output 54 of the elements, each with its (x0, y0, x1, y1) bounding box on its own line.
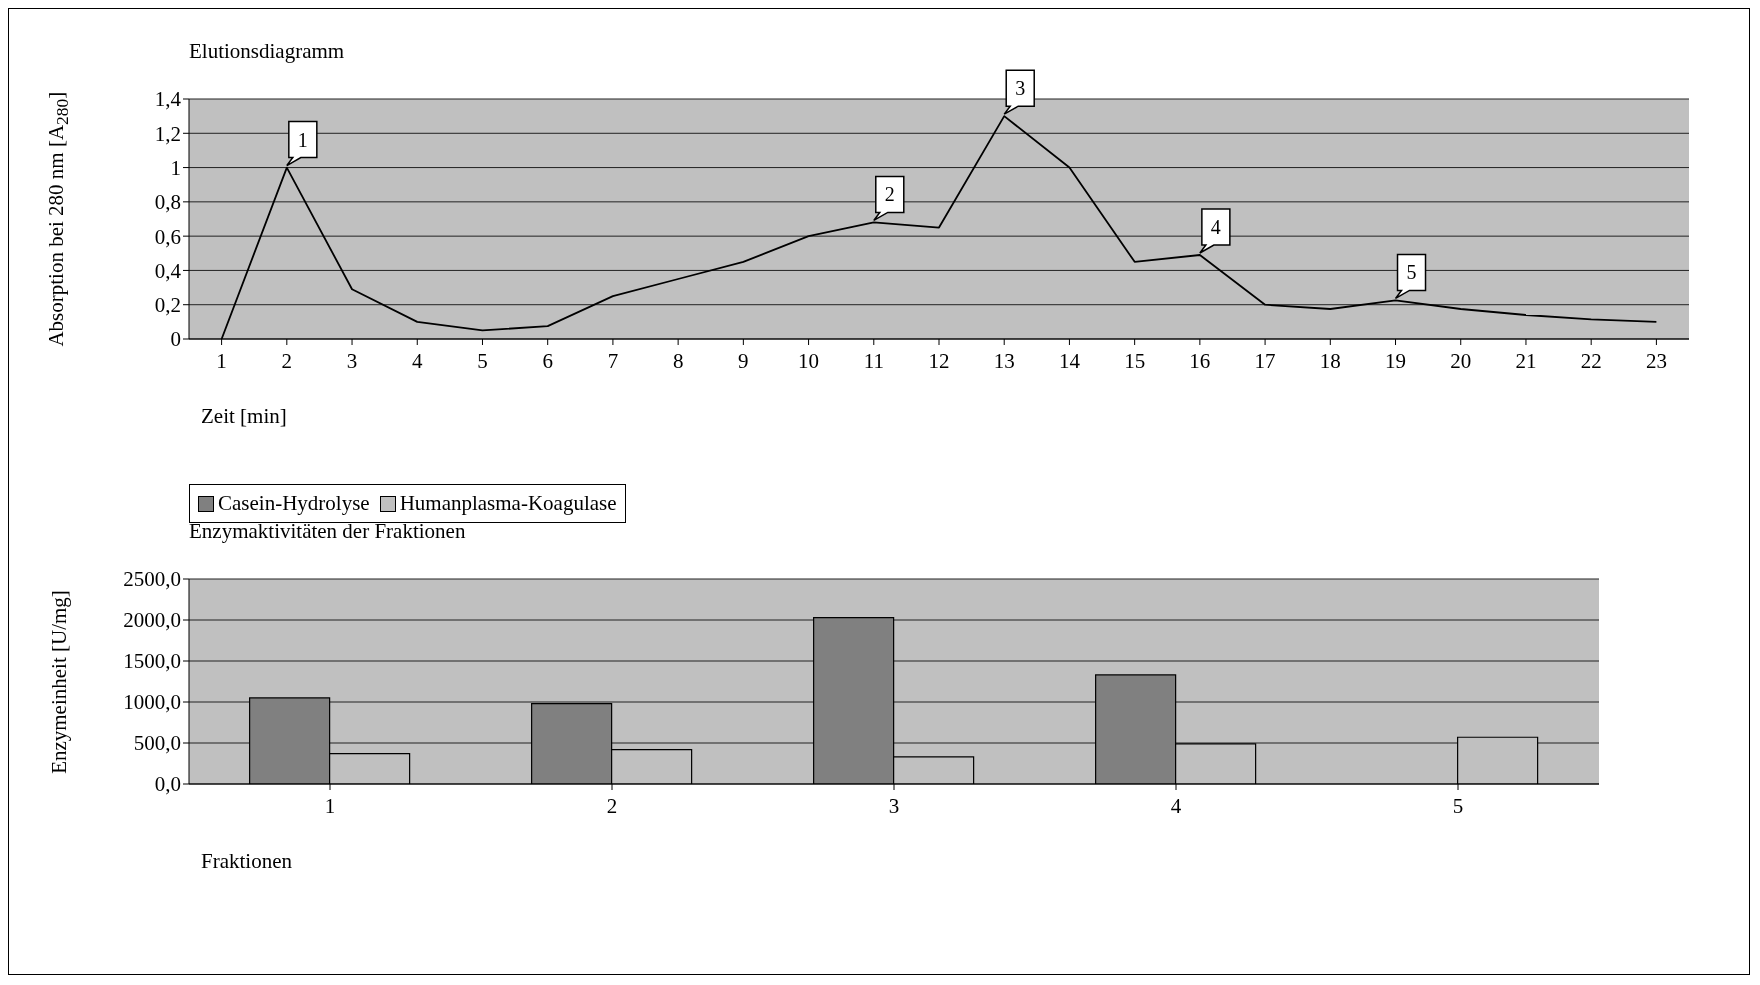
x-tick-label: 13 (993, 348, 1015, 373)
x-tick-label: 8 (672, 348, 684, 373)
x-tick-label: 6 (542, 348, 553, 373)
x-axis-title: Zeit [min] (201, 404, 287, 429)
x-tick-label: 3 (346, 348, 358, 373)
x-tick-label: 18 (1319, 348, 1341, 373)
annotation: 3 (1015, 77, 1026, 100)
annotation: 1 (297, 128, 308, 151)
y-tick-label: 2500,0 (123, 567, 181, 592)
x-tick-label: 1 (216, 348, 227, 373)
chart-title: Elutionsdiagramm (189, 39, 345, 64)
x-tick-label: 22 (1580, 348, 1602, 373)
x-tick-label: 17 (1254, 348, 1276, 373)
y-tick-label: 0,8 (154, 190, 181, 215)
x-tick-label: 2 (606, 793, 618, 818)
x-tick-label: 2 (281, 348, 293, 373)
x-tick-label: 23 (1645, 348, 1667, 373)
x-tick-label: 4 (1170, 793, 1182, 818)
y-axis-title: Enzymeinheit [U/mg] (46, 588, 72, 776)
x-tick-label: 16 (1189, 348, 1211, 373)
y-tick-label: 0 (170, 327, 181, 352)
x-tick-label: 21 (1515, 348, 1537, 373)
x-tick-label: 5 (477, 348, 488, 373)
x-tick-label: 11 (863, 348, 884, 373)
y-tick-label: 0,0 (154, 772, 181, 797)
x-tick-label: 7 (607, 348, 619, 373)
x-axis-title: Fraktionen (201, 849, 292, 874)
y-tick-label: 0,4 (154, 258, 182, 283)
x-tick-label: 20 (1450, 348, 1472, 373)
y-tick-label: 1,4 (154, 87, 182, 112)
x-tick-label: 14 (1058, 348, 1081, 373)
legend-label: Humanplasma-Koagulase (399, 491, 617, 516)
x-tick-label: 19 (1385, 348, 1407, 373)
y-tick-label: 1 (170, 156, 181, 181)
legend-label: Casein-Hydrolyse (218, 491, 370, 516)
y-tick-label: 1500,0 (123, 649, 181, 674)
annotation: 4 (1210, 216, 1221, 238)
x-tick-label: 5 (1452, 793, 1464, 818)
annotation: 2 (884, 183, 895, 206)
y-tick-label: 0,6 (154, 224, 181, 249)
y-tick-label: 1,2 (154, 121, 181, 146)
x-tick-label: 4 (412, 348, 424, 373)
y-tick-label: 2000,0 (123, 608, 181, 633)
x-tick-label: 1 (324, 793, 336, 818)
chart-title: Enzymaktivitäten der Fraktionen (189, 519, 466, 544)
x-tick-label: 3 (888, 793, 900, 818)
x-tick-label: 15 (1124, 348, 1146, 373)
annotation: 5 (1406, 261, 1417, 284)
y-tick-label: 500,0 (133, 731, 181, 756)
x-tick-label: 12 (928, 348, 950, 373)
y-tick-label: 0,2 (154, 293, 181, 318)
x-tick-label: 9 (738, 348, 749, 373)
y-tick-label: 1000,0 (123, 690, 181, 715)
x-tick-label: 10 (798, 348, 820, 373)
